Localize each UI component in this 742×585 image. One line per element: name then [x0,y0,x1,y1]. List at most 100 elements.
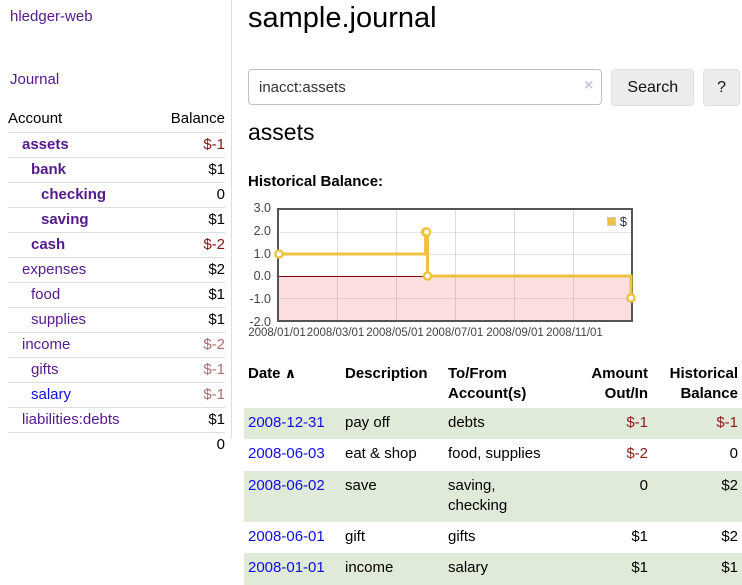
account-link-checking[interactable]: checking [41,186,106,203]
x-tick-label: 2008/03/01 [307,327,365,339]
account-balance: $-2 [154,333,225,358]
sort-ascending-icon: ∧ [285,365,296,381]
transaction-accounts: debts [448,413,548,433]
search-form: × Search ? [248,69,740,106]
help-button[interactable]: ? [703,69,740,106]
transaction-accounts: salary [448,558,548,578]
account-row: cash $-2 [8,233,225,258]
account-balance: $1 [154,308,225,333]
account-balance: $2 [154,258,225,283]
transaction-description: save [341,471,444,523]
account-link-income[interactable]: income [22,336,70,353]
accounts-table: Account Balance assets $-1 bank $1 check… [8,106,225,457]
register-row: 2008-01-01 income salary $1 $1 [244,553,742,584]
account-row: saving $1 [8,208,225,233]
account-page-title: assets [248,119,314,146]
account-link-assets[interactable]: assets [22,136,69,153]
search-button[interactable]: Search [611,69,694,106]
y-tick-label: -1.0 [249,292,271,306]
legend-swatch-icon [607,217,616,226]
transaction-description: pay off [341,408,444,439]
account-balance: $1 [154,408,225,433]
accounts-total-row: 0 [8,433,225,458]
account-balance: $-2 [154,233,225,258]
transaction-balance: $2 [652,471,742,523]
register-table: Date ∧ Description To/From Account(s) Am… [244,362,742,585]
chart-title: Historical Balance: [248,173,383,190]
register-row: 2008-06-01 gift gifts $1 $2 [244,522,742,553]
accounts-header: To/From Account(s) [444,362,575,408]
data-point-marker [424,272,431,279]
chart-plot: $ [277,208,633,322]
date-sort-header[interactable]: Date ∧ [244,362,341,408]
account-balance: $-1 [154,358,225,383]
account-row: assets $-1 [8,133,225,158]
account-link-food[interactable]: food [31,286,60,303]
sidebar: hledger-web Journal Account Balance asse… [0,0,232,438]
account-link-saving[interactable]: saving [41,211,89,228]
account-row: gifts $-1 [8,358,225,383]
account-row: food $1 [8,283,225,308]
transaction-date-link[interactable]: 2008-06-01 [248,528,325,545]
transaction-amount: 0 [575,471,652,523]
transaction-amount: $1 [575,522,652,553]
account-row: salary $-1 [8,383,225,408]
legend-label: $ [620,214,627,229]
account-link-liabilities-debts[interactable]: liabilities:debts [22,411,120,428]
transaction-description: gift [341,522,444,553]
accounts-table-header: Account Balance [8,106,225,133]
transaction-date-link[interactable]: 2008-06-03 [248,445,325,462]
balance-line [279,210,631,320]
balance-header: Historical Balance [652,362,742,408]
account-balance: $1 [154,208,225,233]
page-title: sample.journal [248,2,437,35]
transaction-date-link[interactable]: 2008-12-31 [248,414,325,431]
clear-search-icon[interactable]: × [584,77,593,95]
account-balance: $1 [154,158,225,183]
register-header-row: Date ∧ Description To/From Account(s) Am… [244,362,742,408]
register-row: 2008-06-02 save saving, checking 0 $2 [244,471,742,523]
app-brand-link[interactable]: hledger-web [10,8,93,25]
chart-legend: $ [607,214,627,229]
register-row: 2008-12-31 pay off debts $-1 $-1 [244,408,742,439]
transaction-amount: $1 [575,553,652,584]
account-balance: $1 [154,283,225,308]
transaction-balance: $1 [652,553,742,584]
y-tick-label: 1.0 [254,247,271,261]
x-tick-label: 2008/05/01 [366,327,424,339]
transaction-date-link[interactable]: 2008-01-01 [248,559,325,576]
account-row: income $-2 [8,333,225,358]
transaction-accounts: gifts [448,527,548,547]
account-column-header: Account [8,106,154,133]
transaction-balance: 0 [652,439,742,470]
account-balance: $-1 [154,383,225,408]
x-tick-label: 2008/07/01 [426,327,484,339]
accounts-total-value: 0 [154,433,225,458]
transaction-date-link[interactable]: 2008-06-02 [248,477,325,494]
data-point-marker [423,228,430,235]
data-point-marker [627,294,634,301]
balance-column-header: Balance [154,106,225,133]
account-row: bank $1 [8,158,225,183]
x-tick-label: 2008/11/01 [546,327,603,339]
account-link-salary[interactable]: salary [31,386,71,403]
x-tick-label: 2008/09/01 [486,327,544,339]
account-link-gifts[interactable]: gifts [31,361,59,378]
transaction-balance: $2 [652,522,742,553]
account-row: expenses $2 [8,258,225,283]
search-input[interactable] [248,69,602,105]
account-link-supplies[interactable]: supplies [31,311,86,328]
account-balance: 0 [154,183,225,208]
account-balance: $-1 [154,133,225,158]
transaction-accounts: food, supplies [448,444,548,464]
sidebar-item-journal[interactable]: Journal [10,71,59,88]
account-row: checking 0 [8,183,225,208]
transaction-accounts: saving, checking [448,476,548,517]
account-row: liabilities:debts $1 [8,408,225,433]
account-link-bank[interactable]: bank [31,161,66,178]
description-header: Description [341,362,444,408]
account-link-expenses[interactable]: expenses [22,261,86,278]
y-tick-label: 2.0 [254,224,271,238]
account-link-cash[interactable]: cash [31,236,65,253]
